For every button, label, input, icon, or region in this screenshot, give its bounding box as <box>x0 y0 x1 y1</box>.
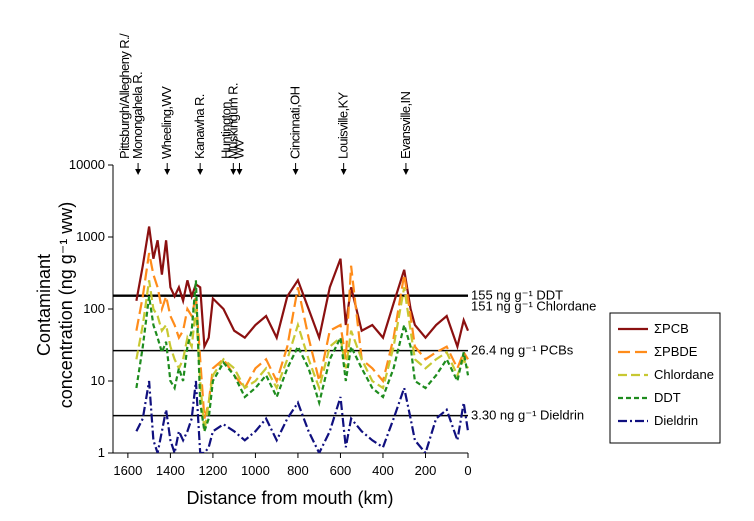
annotation: Muskingum R. <box>225 83 240 159</box>
legend-label: Chlordane <box>654 367 714 382</box>
annotation-arrowhead <box>135 169 142 175</box>
legend-label: DDT <box>654 390 681 405</box>
series-line <box>135 380 470 453</box>
x-tick-label: 200 <box>415 463 437 478</box>
x-tick-label: 1000 <box>241 463 270 478</box>
annotation-arrowhead <box>402 169 409 175</box>
annotation: Kanawha R. <box>192 94 207 159</box>
y-axis-label: Contaminant <box>34 254 54 356</box>
series-line <box>135 280 470 432</box>
reference-label: 155 ng g⁻¹ DDT <box>471 287 563 302</box>
reference-label: 3.30 ng g⁻¹ Dieldrin <box>471 408 584 423</box>
reference-label: 26.4 ng g⁻¹ PCBs <box>471 343 574 358</box>
legend-label: ΣPBDE <box>654 344 698 359</box>
annotation: Monongahela R. <box>130 72 145 159</box>
series-line <box>135 280 469 432</box>
x-tick-label: 1600 <box>113 463 142 478</box>
annotation-arrowhead <box>230 169 237 175</box>
annotation-arrowhead <box>292 169 299 175</box>
annotation: Louisville,KY <box>336 91 351 159</box>
x-tick-label: 0 <box>464 463 471 478</box>
series-line <box>135 252 469 419</box>
annotation: Evansville,IN <box>398 91 413 159</box>
annotation: Pittsburgh/Allegheny R./ <box>117 33 132 159</box>
annotation-arrowhead <box>340 169 347 175</box>
annotation: Huntington, <box>218 99 233 159</box>
legend-box <box>609 312 721 444</box>
annotation: Cincinnati,OH <box>288 86 303 159</box>
series-line <box>135 226 470 351</box>
reference-label: 151 ng g⁻¹ Chlordane <box>471 298 596 313</box>
x-axis-label: Distance from mouth (km) <box>186 488 393 508</box>
y-tick-label: 1 <box>98 445 105 460</box>
annotation-arrowhead <box>164 169 171 175</box>
y-axis-label: concentration (ng g⁻¹ ww) <box>56 202 76 409</box>
annotation: WV <box>231 138 246 159</box>
y-tick-label: 10 <box>91 373 105 388</box>
x-tick-label: 1200 <box>198 463 227 478</box>
annotation: Wheeling,WV <box>159 86 174 159</box>
y-tick-label: 100 <box>83 301 105 316</box>
x-tick-label: 1400 <box>156 463 185 478</box>
legend-label: ΣPCB <box>654 321 689 336</box>
x-tick-label: 600 <box>330 463 352 478</box>
y-tick-label: 1000 <box>76 229 105 244</box>
x-tick-label: 800 <box>287 463 309 478</box>
x-tick-label: 400 <box>372 463 394 478</box>
legend-label: Dieldrin <box>654 413 698 428</box>
y-tick-label: 10000 <box>69 157 105 172</box>
annotation-arrowhead <box>236 169 243 175</box>
annotation-arrowhead <box>197 169 204 175</box>
